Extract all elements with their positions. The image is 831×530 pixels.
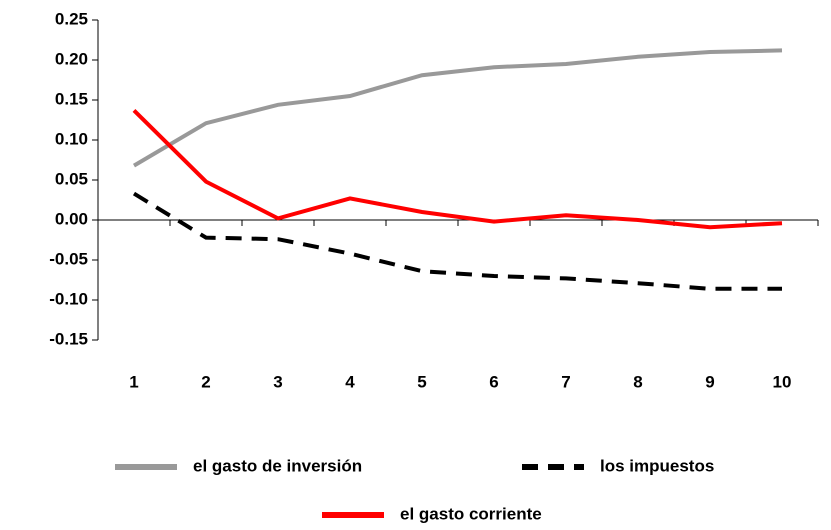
x-tick-label: 1	[129, 372, 138, 391]
y-tick-label: 0.10	[55, 129, 88, 148]
x-tick-label: 8	[633, 372, 642, 391]
y-tick-label: 0.00	[55, 209, 88, 228]
x-tick-label: 4	[345, 372, 355, 391]
y-tick-label: -0.05	[49, 249, 88, 268]
legend-label: el gasto corriente	[400, 504, 542, 523]
y-tick-label: 0.20	[55, 49, 88, 68]
series-line	[132, 48, 783, 168]
legend-label: el gasto de inversión	[193, 456, 362, 475]
x-tick-label: 3	[273, 372, 282, 391]
x-tick-label: 6	[489, 372, 498, 391]
x-tick-label: 9	[705, 372, 714, 391]
x-tick-label: 2	[201, 372, 210, 391]
y-tick-label: 0.25	[55, 9, 88, 28]
x-tick-label: 7	[561, 372, 570, 391]
series-line	[132, 191, 782, 291]
y-tick-label: -0.15	[49, 329, 88, 348]
x-tick-label: 5	[417, 372, 426, 391]
y-tick-label: 0.05	[55, 169, 88, 188]
legend-label: los impuestos	[600, 456, 714, 475]
y-tick-label: 0.15	[55, 89, 88, 108]
y-tick-label: -0.10	[49, 289, 88, 308]
x-tick-label: 10	[773, 372, 792, 391]
series-line	[132, 108, 783, 230]
